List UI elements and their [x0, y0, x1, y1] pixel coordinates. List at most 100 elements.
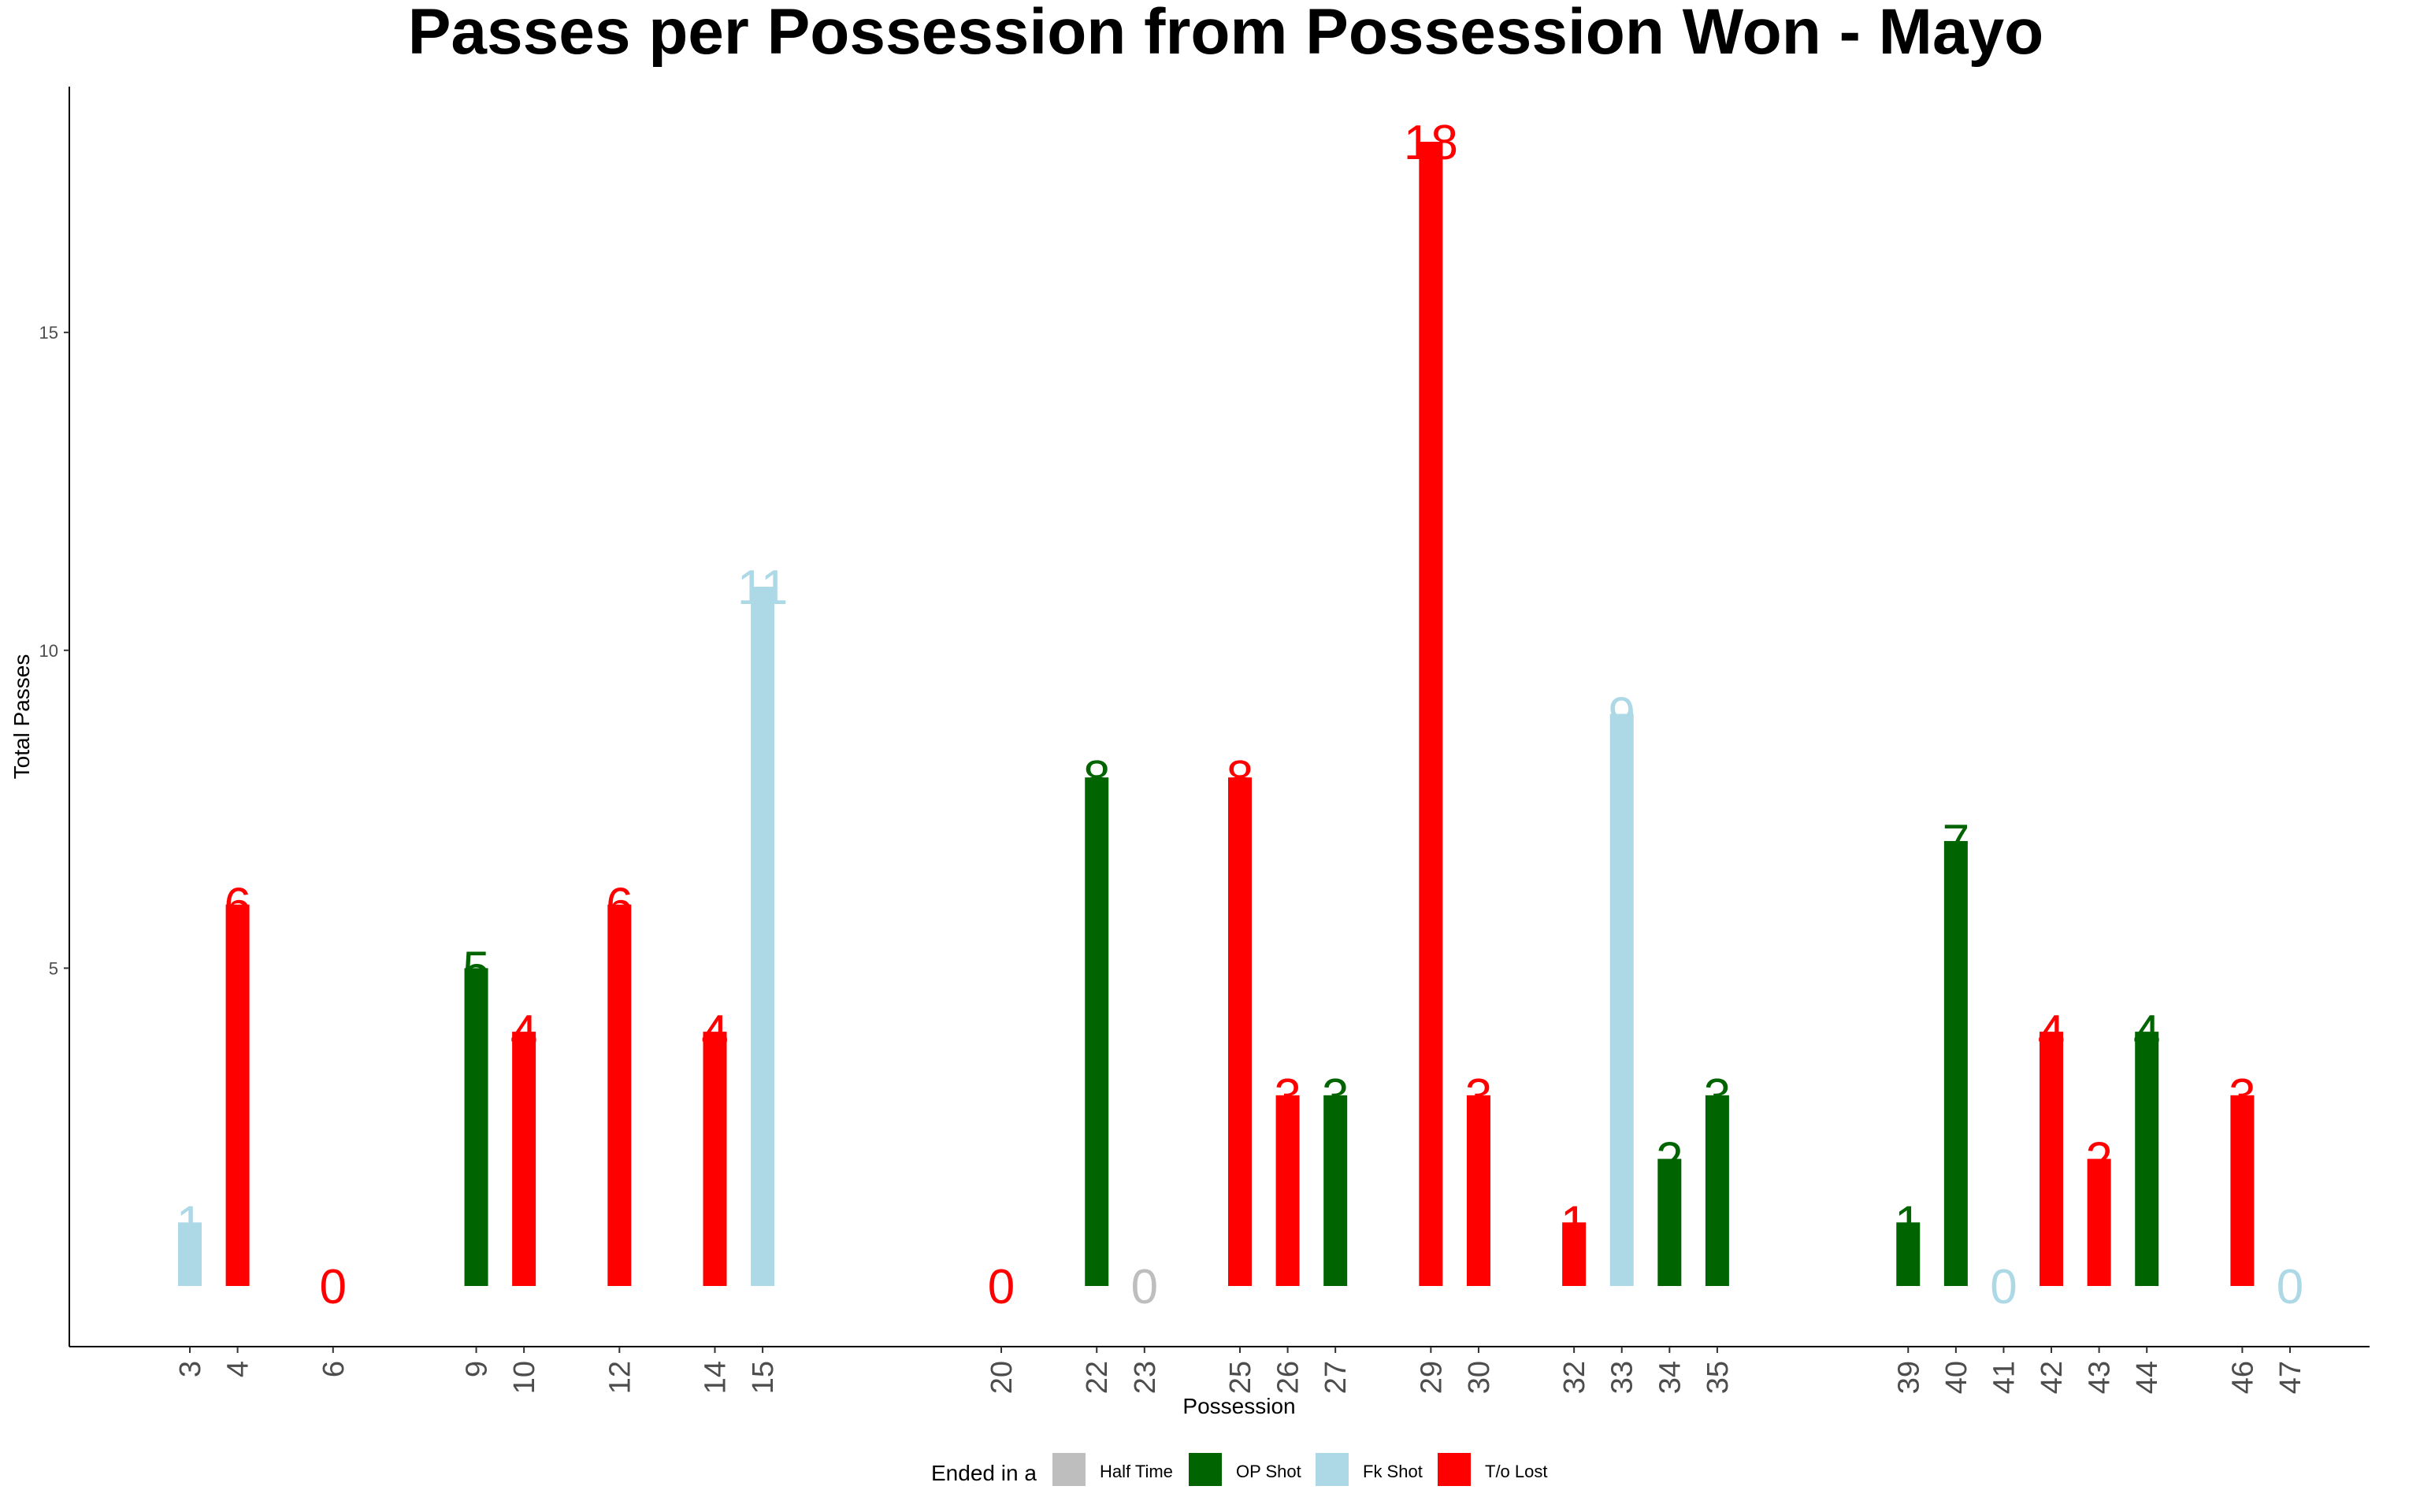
y-axis-title: Total Passes [9, 654, 34, 780]
bar [2087, 1158, 2111, 1286]
y-tick-label: 10 [39, 641, 58, 661]
x-tick-label: 23 [1129, 1361, 1162, 1394]
y-ticks: 5 10 15 [39, 323, 69, 978]
x-tick-label: 22 [1081, 1361, 1114, 1394]
x-tick-label: 26 [1272, 1361, 1305, 1394]
bar [225, 904, 250, 1286]
x-tick-label: 25 [1224, 1361, 1257, 1394]
y-tick-label: 5 [49, 958, 58, 978]
bar-value-label: 1 [1895, 1196, 1921, 1251]
legend-label: T/o Lost [1485, 1462, 1547, 1481]
x-tick-label: 35 [1702, 1361, 1735, 1394]
bar-value-label: 0 [320, 1260, 347, 1314]
bar-value-label: 4 [701, 1006, 728, 1060]
bar [2040, 1032, 2064, 1286]
legend-key [1052, 1453, 1086, 1486]
bar-value-label: 3 [2229, 1069, 2255, 1124]
bar-value-label: 4 [510, 1006, 537, 1060]
x-tick-label: 42 [2036, 1361, 2069, 1394]
bars [178, 142, 2255, 1286]
bar-value-label: 3 [1465, 1069, 1492, 1124]
bar-value-label: 2 [1656, 1133, 1683, 1188]
bar-value-label: 11 [737, 561, 788, 615]
x-tick-label: 27 [1319, 1361, 1353, 1394]
bar [1562, 1222, 1587, 1286]
bar [607, 904, 632, 1286]
bar [1323, 1095, 1348, 1286]
bar-value-label: 4 [2038, 1006, 2065, 1060]
x-ticks: 3 4 6 9 10 12 14 15 20 22 23 25 26 27 29 30 32 33 34 35 39 40… [174, 1347, 2307, 1394]
x-tick-label: 47 [2274, 1361, 2307, 1394]
legend-label: OP Shot [1236, 1462, 1301, 1481]
bar-value-label: 3 [1322, 1069, 1349, 1124]
bar [1705, 1095, 1729, 1286]
bar [2135, 1032, 2159, 1286]
x-tick-label: 30 [1463, 1361, 1496, 1394]
bar [751, 587, 775, 1286]
x-tick-label: 33 [1606, 1361, 1639, 1394]
x-tick-label: 46 [2226, 1361, 2259, 1394]
x-tick-label: 6 [317, 1361, 351, 1377]
x-tick-label: 10 [508, 1361, 541, 1394]
bar-value-label: 3 [1704, 1069, 1731, 1124]
x-tick-label: 15 [747, 1361, 780, 1394]
x-tick-label: 29 [1415, 1361, 1448, 1394]
x-tick-label: 3 [174, 1361, 207, 1377]
bar-value-label: 18 [1404, 116, 1458, 170]
legend-label: Half Time [1100, 1462, 1173, 1481]
bar [1275, 1095, 1300, 1286]
legend-key [1438, 1453, 1471, 1486]
bar-value-label: 4 [2133, 1006, 2160, 1060]
bar [1943, 840, 1968, 1286]
legend-items: Half Time OP Shot Fk Shot T/o Lost [1052, 1453, 1547, 1486]
x-tick-label: 20 [985, 1361, 1019, 1394]
bar-value-label: 0 [1990, 1260, 2017, 1314]
bar-value-label: 5 [462, 942, 489, 996]
bar [178, 1222, 202, 1286]
x-tick-label: 40 [1940, 1361, 1973, 1394]
legend-title: Ended in a [931, 1461, 1037, 1485]
x-tick-label: 43 [2084, 1361, 2117, 1394]
legend-label: Fk Shot [1363, 1462, 1423, 1481]
x-tick-label: 4 [222, 1361, 255, 1377]
x-tick-label: 44 [2131, 1361, 2164, 1394]
bar [1466, 1095, 1490, 1286]
legend: Ended in a Half Time OP Shot Fk Shot T/o Lo… [931, 1453, 1547, 1486]
bar-value-label: 1 [176, 1196, 203, 1251]
x-tick-label: 14 [700, 1361, 733, 1394]
legend-key [1316, 1453, 1349, 1486]
x-axis-title: Possession [1182, 1394, 1295, 1418]
bar-value-label: 7 [1943, 815, 1969, 869]
bar-value-label: 8 [1227, 751, 1253, 806]
bar-value-label: 9 [1608, 688, 1635, 743]
bar-value-label: 1 [1561, 1196, 1587, 1251]
bar [464, 968, 488, 1286]
bar-value-label: 2 [2085, 1133, 2112, 1188]
chart-title: Passes per Possession from Possession Wo… [408, 0, 2044, 68]
bar-value-label: 0 [1131, 1260, 1158, 1314]
x-tick-label: 12 [603, 1361, 637, 1394]
bar [1609, 713, 1634, 1286]
x-tick-label: 34 [1654, 1361, 1687, 1394]
bar [2230, 1095, 2255, 1286]
bar-value-label: 0 [2277, 1260, 2303, 1314]
bar [1896, 1222, 1921, 1286]
x-tick-label: 41 [1988, 1361, 2021, 1394]
bar [1419, 142, 1443, 1286]
x-tick-label: 39 [1892, 1361, 1925, 1394]
bar [512, 1032, 536, 1286]
bar-value-label: 6 [224, 879, 251, 933]
x-tick-label: 9 [461, 1361, 494, 1377]
bar [1085, 777, 1109, 1286]
bar-value-label: 0 [988, 1260, 1015, 1314]
bar [703, 1032, 727, 1286]
bar-value-label: 6 [606, 879, 633, 933]
bar [1657, 1158, 1682, 1286]
legend-key [1189, 1453, 1222, 1486]
bar-value-label: 8 [1083, 751, 1110, 806]
y-tick-label: 15 [39, 323, 58, 343]
x-tick-label: 32 [1558, 1361, 1591, 1394]
bar [1228, 777, 1252, 1286]
